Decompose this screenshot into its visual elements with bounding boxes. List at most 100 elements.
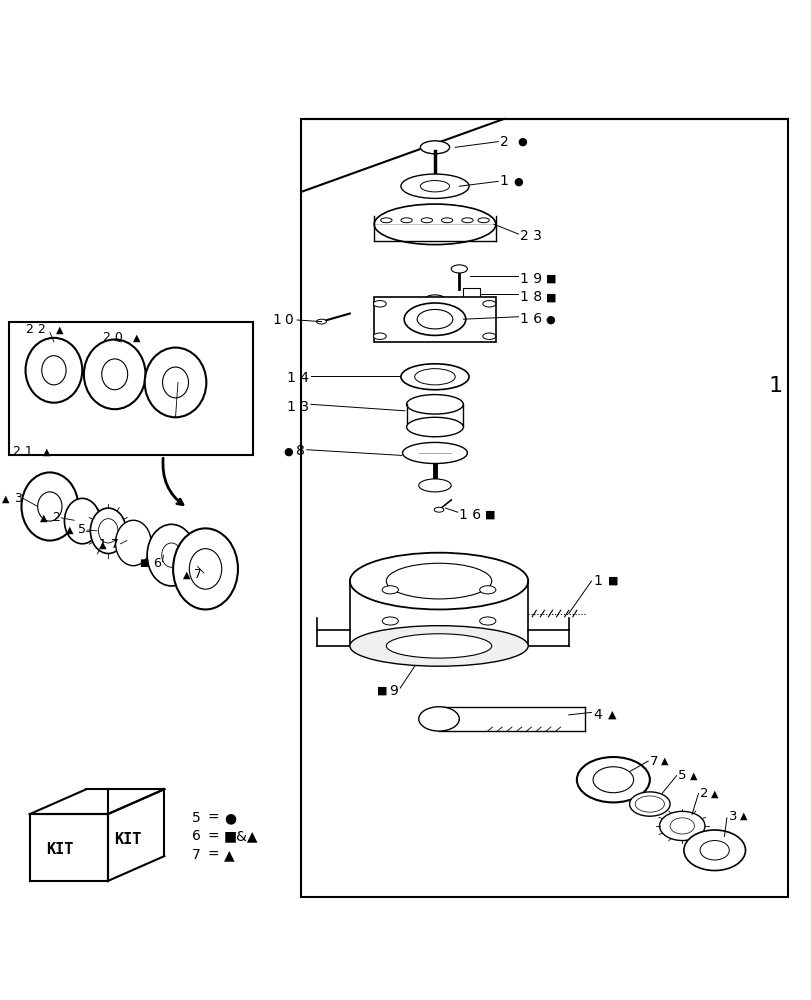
Text: 1 3: 1 3: [287, 400, 309, 414]
Text: ▲: ▲: [40, 513, 47, 523]
Text: 2: 2: [52, 511, 59, 524]
Ellipse shape: [406, 395, 463, 414]
Ellipse shape: [404, 303, 466, 335]
Text: 2 2: 2 2: [25, 323, 45, 336]
Ellipse shape: [386, 563, 491, 599]
Ellipse shape: [420, 141, 449, 154]
Text: ■: ■: [607, 576, 617, 586]
Text: 1: 1: [500, 174, 508, 188]
Ellipse shape: [414, 369, 455, 385]
Text: 2 3: 2 3: [520, 229, 541, 243]
Text: 4: 4: [592, 708, 601, 722]
Ellipse shape: [406, 417, 463, 437]
Text: 5: 5: [677, 769, 686, 782]
Ellipse shape: [479, 586, 496, 594]
Ellipse shape: [147, 524, 195, 586]
Text: 1 6: 1 6: [520, 312, 542, 326]
Ellipse shape: [402, 442, 467, 464]
Text: ▲: ▲: [689, 771, 696, 781]
Ellipse shape: [90, 508, 126, 554]
Text: ▲: ▲: [66, 525, 73, 535]
Ellipse shape: [401, 218, 412, 223]
Ellipse shape: [386, 634, 491, 658]
Text: ▲: ▲: [43, 446, 51, 456]
Text: 6: 6: [152, 557, 161, 570]
Ellipse shape: [41, 356, 66, 385]
Bar: [9, 322, 252, 455]
Text: ■: ■: [485, 510, 496, 520]
Bar: [301, 119, 787, 897]
Text: ●: ●: [283, 446, 293, 456]
Text: ●: ●: [513, 176, 523, 186]
Ellipse shape: [461, 218, 473, 223]
Text: 1: 1: [592, 574, 601, 588]
Text: ▲: ▲: [132, 333, 139, 343]
Text: 6: 6: [191, 829, 200, 843]
Ellipse shape: [380, 218, 392, 223]
Text: ●: ●: [224, 811, 236, 825]
Ellipse shape: [37, 492, 62, 521]
Ellipse shape: [64, 498, 100, 544]
Ellipse shape: [441, 218, 453, 223]
Text: ▲: ▲: [660, 756, 668, 766]
Text: 1 7: 1 7: [99, 538, 118, 551]
Text: 1 8: 1 8: [520, 290, 542, 304]
Text: 1 4: 1 4: [287, 371, 309, 385]
Text: ■: ■: [139, 558, 148, 568]
Ellipse shape: [451, 265, 467, 273]
Ellipse shape: [162, 367, 188, 398]
Text: ●: ●: [517, 137, 527, 147]
Ellipse shape: [101, 359, 127, 390]
Ellipse shape: [382, 617, 398, 625]
Ellipse shape: [84, 339, 145, 409]
Ellipse shape: [629, 792, 669, 816]
Ellipse shape: [21, 472, 78, 541]
Ellipse shape: [669, 818, 693, 834]
Text: ■&▲: ■&▲: [224, 829, 259, 843]
Ellipse shape: [425, 295, 444, 303]
Ellipse shape: [25, 338, 82, 403]
Ellipse shape: [420, 181, 449, 192]
Text: ▲: ▲: [182, 570, 190, 580]
Ellipse shape: [683, 830, 744, 871]
Ellipse shape: [483, 301, 496, 307]
Ellipse shape: [161, 543, 181, 567]
Text: 3: 3: [727, 810, 736, 823]
Text: 1 9: 1 9: [520, 272, 542, 286]
Text: 0: 0: [284, 313, 293, 327]
Ellipse shape: [189, 549, 221, 589]
Text: 7: 7: [191, 848, 200, 862]
Text: ■: ■: [376, 686, 387, 696]
Ellipse shape: [374, 204, 496, 245]
Text: 1: 1: [767, 376, 782, 396]
Ellipse shape: [401, 364, 469, 390]
Ellipse shape: [373, 301, 386, 307]
Text: 5: 5: [191, 811, 200, 825]
Ellipse shape: [576, 757, 649, 802]
Ellipse shape: [418, 479, 451, 492]
Ellipse shape: [592, 767, 633, 793]
Bar: [463, 288, 479, 297]
Ellipse shape: [421, 218, 432, 223]
Text: 2 0: 2 0: [102, 331, 122, 344]
Ellipse shape: [417, 309, 453, 329]
Ellipse shape: [483, 333, 496, 339]
Ellipse shape: [316, 319, 326, 324]
Text: =: =: [208, 848, 219, 862]
Ellipse shape: [144, 348, 206, 417]
Text: ▲: ▲: [2, 493, 9, 503]
Text: KIT: KIT: [114, 832, 141, 847]
Ellipse shape: [382, 586, 398, 594]
Ellipse shape: [478, 218, 489, 223]
Text: 7: 7: [649, 755, 658, 768]
Text: ▲: ▲: [55, 325, 63, 335]
Ellipse shape: [173, 528, 238, 609]
Text: ■: ■: [545, 274, 556, 284]
Text: 2: 2: [500, 135, 508, 149]
Text: ●: ●: [544, 314, 554, 324]
Text: 3: 3: [14, 492, 21, 505]
Ellipse shape: [350, 626, 528, 666]
Ellipse shape: [401, 174, 469, 198]
Ellipse shape: [659, 811, 704, 841]
Bar: [374, 297, 496, 342]
